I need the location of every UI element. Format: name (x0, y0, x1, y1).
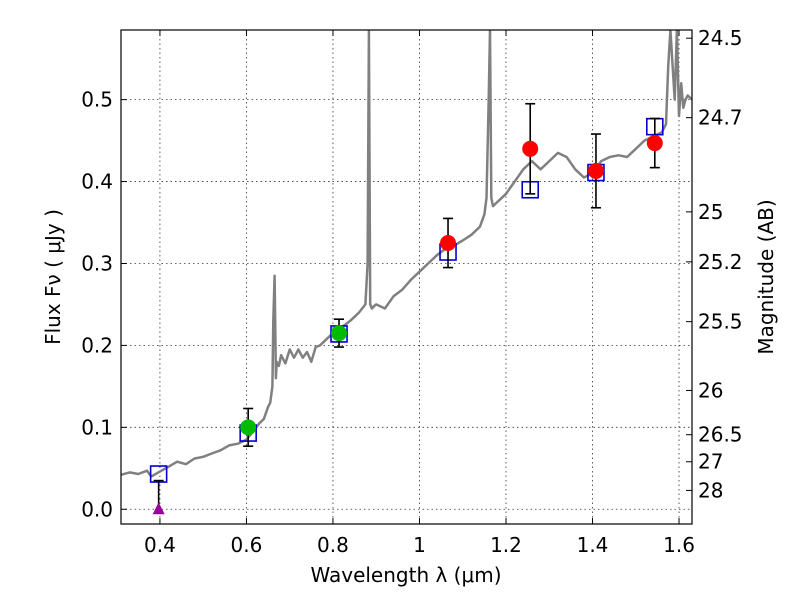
right-tick-label: 26.5 (698, 423, 743, 447)
y-tick-label: 0.5 (81, 88, 113, 112)
right-tick-label: 26 (698, 378, 723, 402)
y-tick-label: 0.3 (81, 251, 113, 275)
x-tick-label: 1.2 (490, 533, 522, 557)
y-tick-label: 0.2 (81, 333, 113, 357)
x-axis-title: Wavelength λ (μm) (310, 563, 501, 587)
spectrum-line (121, 30, 692, 478)
x-tick-label: 1.6 (663, 533, 695, 557)
observed-point (240, 419, 257, 436)
right-tick-label: 25.5 (698, 310, 743, 334)
observed-point (522, 140, 539, 157)
right-tick-label: 25.2 (698, 250, 743, 274)
observed-point (440, 235, 457, 252)
x-tick-label: 0.6 (231, 533, 263, 557)
observed-point (331, 325, 348, 342)
x-tick-label: 0.4 (144, 533, 176, 557)
y-tick-label: 0.1 (81, 415, 113, 439)
plot-frame (120, 29, 693, 525)
x-tick-label: 0.8 (317, 533, 349, 557)
observed-point (587, 162, 604, 179)
observed-point (646, 135, 663, 152)
right-tick-label: 24.5 (698, 26, 743, 50)
y-tick-label: 0.0 (81, 497, 113, 521)
right-tick-label: 28 (698, 478, 723, 502)
error-bars (152, 102, 663, 515)
right-tick-label: 27 (698, 450, 723, 474)
right-tick-label: 24.7 (698, 106, 743, 130)
x-tick-label: 1.4 (577, 533, 609, 557)
upper-limit-triangle (152, 502, 165, 515)
y-axis-title: Flux Fν ( μJy ) (41, 209, 65, 345)
right-axis-title: Magnitude (AB) (754, 199, 778, 354)
y-tick-label: 0.4 (81, 170, 113, 194)
x-tick-label: 1 (413, 533, 426, 557)
right-tick-label: 25 (698, 200, 723, 224)
axis-labels: 0.4 0.6 0.8 1 1.2 1.4 1.6 0.0 0.1 0.2 0.3 0.4 0.5 24.… (81, 26, 742, 557)
axis-ticks (121, 30, 692, 524)
